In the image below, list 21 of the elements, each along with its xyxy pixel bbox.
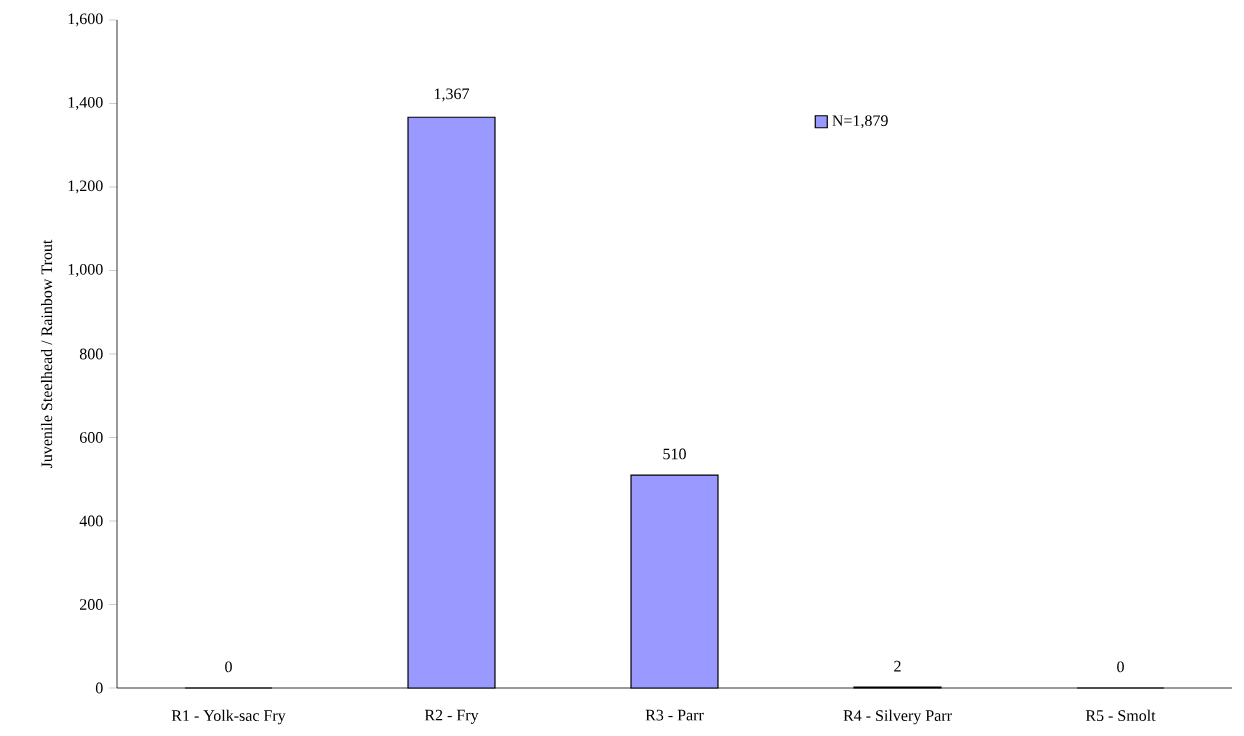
x-tick-label: R4 - Silvery Parr [843, 709, 952, 725]
y-tick-label: 400 [79, 515, 103, 527]
legend-label: N=1,879 [832, 115, 888, 129]
y-tick-label: 200 [79, 599, 103, 610]
y-tick-label: 1,000 [68, 263, 103, 278]
x-tick-label: R3 - Parr [645, 709, 704, 721]
x-tick-label: R5 - Smolt [1085, 709, 1156, 721]
y-tick-label: 1,400 [68, 96, 103, 111]
data-label: 1,367 [434, 88, 470, 102]
y-tick-label: 1,200 [68, 180, 103, 194]
data-label: 510 [663, 448, 686, 460]
y-tick-label: 600 [79, 432, 103, 443]
data-label: 0 [225, 661, 232, 673]
y-tick-label: 800 [79, 348, 103, 360]
x-tick-label: R2 - Fry [424, 709, 479, 724]
x-tick-label: R1 - Yolk-sac Fry [171, 709, 286, 725]
y-tick-label: 0 [95, 682, 103, 694]
y-axis-title: Juvenile Steelhead / Rainbow Trout [40, 239, 53, 469]
data-label: 0 [1117, 661, 1124, 673]
data-label: 2 [894, 660, 901, 672]
y-tick-label: 1,600 [68, 13, 103, 27]
